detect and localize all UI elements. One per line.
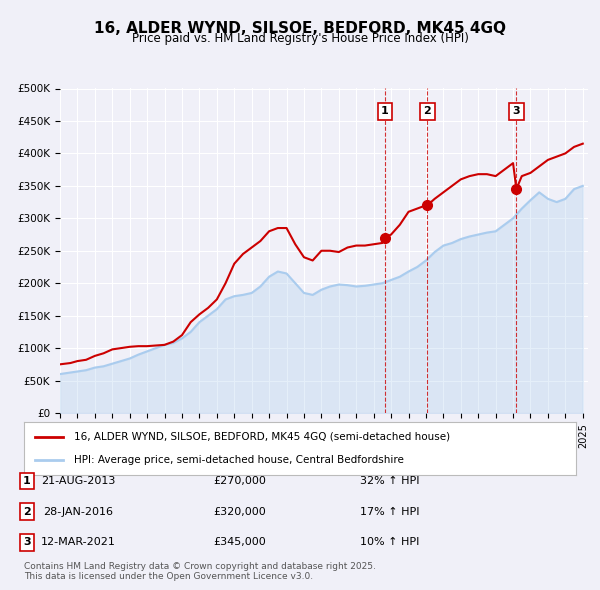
Text: HPI: Average price, semi-detached house, Central Bedfordshire: HPI: Average price, semi-detached house,…	[74, 455, 404, 465]
Text: £270,000: £270,000	[214, 476, 266, 486]
Text: £345,000: £345,000	[214, 537, 266, 547]
Text: 16, ALDER WYND, SILSOE, BEDFORD, MK45 4GQ: 16, ALDER WYND, SILSOE, BEDFORD, MK45 4G…	[94, 21, 506, 35]
Text: 1: 1	[23, 476, 31, 486]
Text: 10% ↑ HPI: 10% ↑ HPI	[360, 537, 419, 547]
Text: Price paid vs. HM Land Registry's House Price Index (HPI): Price paid vs. HM Land Registry's House …	[131, 32, 469, 45]
Text: 12-MAR-2021: 12-MAR-2021	[41, 537, 115, 547]
Text: 2: 2	[23, 507, 31, 516]
Text: 1: 1	[381, 106, 389, 116]
Text: 16, ALDER WYND, SILSOE, BEDFORD, MK45 4GQ (semi-detached house): 16, ALDER WYND, SILSOE, BEDFORD, MK45 4G…	[74, 432, 450, 442]
Text: 21-AUG-2013: 21-AUG-2013	[41, 476, 115, 486]
Text: 2: 2	[424, 106, 431, 116]
Text: Contains HM Land Registry data © Crown copyright and database right 2025.
This d: Contains HM Land Registry data © Crown c…	[24, 562, 376, 581]
Text: 3: 3	[23, 537, 31, 547]
Text: £320,000: £320,000	[214, 507, 266, 516]
Text: 28-JAN-2016: 28-JAN-2016	[43, 507, 113, 516]
Text: 32% ↑ HPI: 32% ↑ HPI	[360, 476, 419, 486]
Text: 3: 3	[512, 106, 520, 116]
Text: 17% ↑ HPI: 17% ↑ HPI	[360, 507, 419, 516]
